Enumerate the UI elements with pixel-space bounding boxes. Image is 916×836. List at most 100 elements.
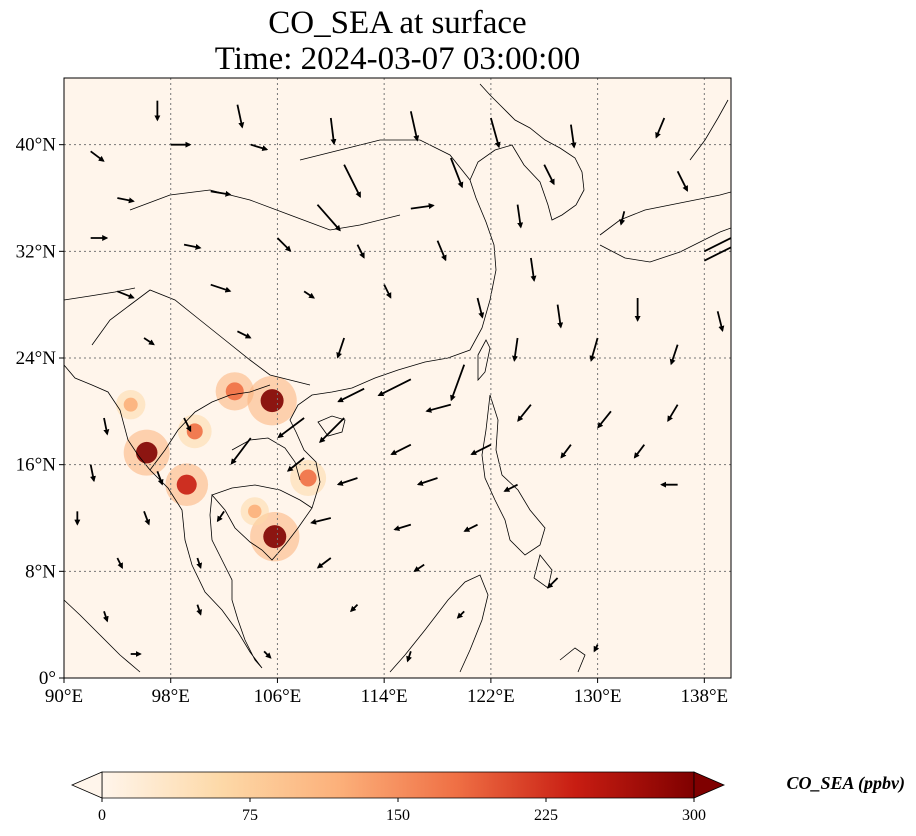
gridlines <box>64 78 731 678</box>
wind-vector-arrow <box>490 117 501 149</box>
wind-vector-arrow <box>517 404 532 422</box>
wind-vector-arrow <box>250 143 269 152</box>
wind-vector-arrow <box>669 344 679 366</box>
wind-vector-arrow <box>597 410 612 429</box>
wind-vector-arrow <box>530 257 537 282</box>
wind-vector-arrow <box>516 204 524 229</box>
wind-vector-arrow <box>143 337 155 346</box>
wind-vector-arrow <box>156 471 164 486</box>
wind-vector-arrow <box>593 644 600 653</box>
colorbar-min-extension <box>70 771 103 799</box>
longitude-tick-label: 114°E <box>361 686 408 707</box>
wind-vector-arrow <box>102 611 109 623</box>
wind-vector-arrow <box>303 290 315 299</box>
wind-vector-arrow <box>425 403 452 413</box>
wind-vector-arrow <box>456 610 465 619</box>
wind-vector-arrow <box>143 511 151 526</box>
wind-vector-arrow <box>183 243 202 250</box>
wind-vector-arrow <box>560 444 572 459</box>
wind-vector-arrow <box>89 464 96 483</box>
wind-vector-arrow <box>543 164 555 186</box>
latitude-tick-label: 8°N <box>25 561 56 582</box>
wind-vector-arrow <box>196 604 203 616</box>
map-title-line-2: Time: 2024-03-07 03:00:00 <box>214 41 581 77</box>
longitude-tick-label: 106°E <box>254 686 302 707</box>
latitude-tick-label: 0° <box>39 668 56 689</box>
wind-vector-arrow <box>329 117 337 146</box>
wind-vector-arrow <box>210 190 232 197</box>
wind-vector-arrow <box>343 164 361 199</box>
latitude-tick-label: 40°N <box>16 135 57 156</box>
wind-vector-arrow <box>476 297 485 319</box>
colorbar-tick-label: 0 <box>98 807 106 824</box>
wind-vector-arrow <box>409 111 420 142</box>
wind-vector-arrow <box>406 651 412 663</box>
longitude-ticks: 90°E 98°E 106°E 114°E 122°E 130°E 138°E <box>45 678 728 707</box>
wind-vector-arrow <box>316 204 341 232</box>
wind-vector-arrow <box>196 557 203 570</box>
latitude-ticks: 0° 8°N 16°N 24°N 32°N 40°N <box>16 135 64 689</box>
wind-vector-arrow <box>319 417 345 444</box>
longitude-tick-label: 130°E <box>574 686 622 707</box>
wind-vector-arrow <box>436 240 447 262</box>
longitude-tick-label: 90°E <box>45 686 83 707</box>
wind-vector-arrow <box>117 290 135 299</box>
map-area <box>64 78 731 678</box>
latitude-tick-label: 16°N <box>16 455 57 476</box>
longitude-tick-label: 122°E <box>467 686 515 707</box>
wind-vector-arrow <box>556 304 564 329</box>
wind-vector-arrow <box>716 311 725 332</box>
colorbar: 0 75 150 225 300 CO_SEA (ppbv) <box>70 771 905 824</box>
wind-vector-arrow <box>276 237 292 252</box>
wind-vector-arrow <box>103 417 110 436</box>
co-hotspot <box>299 469 317 487</box>
colorbar-label: CO_SEA (ppbv) <box>786 773 905 794</box>
colorbar-ticks: 0 75 150 225 300 <box>98 798 706 824</box>
wind-vector-arrow <box>512 337 519 362</box>
wind-vector-arrow <box>503 483 518 492</box>
wind-vector-arrow <box>410 203 435 210</box>
colorbar-tick-label: 225 <box>534 807 558 824</box>
longitude-tick-label: 98°E <box>152 686 190 707</box>
wind-vector-arrow <box>470 443 492 456</box>
co-hotspot <box>186 423 203 440</box>
wind-vector-arrow <box>310 517 332 525</box>
wind-vector-arrow <box>655 117 666 139</box>
latitude-tick-label: 32°N <box>16 241 57 262</box>
map-frame <box>63 77 732 679</box>
wind-vector-arrow <box>393 523 412 532</box>
colorbar-tick-label: 75 <box>242 807 258 824</box>
latitude-tick-label: 24°N <box>16 348 57 369</box>
colorbar-body <box>101 771 695 799</box>
wind-vectors <box>74 100 731 663</box>
co-hotspot <box>263 525 287 549</box>
wind-vector-arrow <box>377 378 412 397</box>
co-hotspot <box>123 397 138 412</box>
co-hotspot <box>176 474 197 495</box>
wind-vector-arrow <box>450 157 464 189</box>
wind-vector-arrow <box>336 337 345 359</box>
wind-vector-arrow <box>237 330 252 339</box>
wind-vector-arrow <box>350 604 359 613</box>
wind-vector-arrow <box>286 457 305 472</box>
colorbar-tick-label: 300 <box>682 807 706 824</box>
wind-vector-arrow <box>90 150 105 162</box>
wind-vector-arrow <box>383 284 392 299</box>
wind-vector-arrow <box>450 364 466 402</box>
wind-vector-arrow <box>589 337 599 362</box>
wind-vector-arrow <box>667 404 679 422</box>
wind-vector-arrow <box>336 477 358 486</box>
wind-vector-arrow <box>356 244 365 259</box>
wind-vector-arrow <box>117 197 135 204</box>
wind-vector-arrow <box>676 170 689 192</box>
wind-vector-arrow <box>463 523 478 532</box>
wind-vector-arrow <box>116 557 123 569</box>
wind-vector-arrow <box>210 283 232 293</box>
wind-vector-arrow <box>413 563 425 572</box>
co-hotspot <box>225 382 244 401</box>
wind-vector-arrow <box>337 387 365 403</box>
wind-vector-arrow <box>416 477 438 486</box>
wind-vector-arrow <box>216 510 225 523</box>
colorbar-tick-label: 150 <box>386 807 410 824</box>
